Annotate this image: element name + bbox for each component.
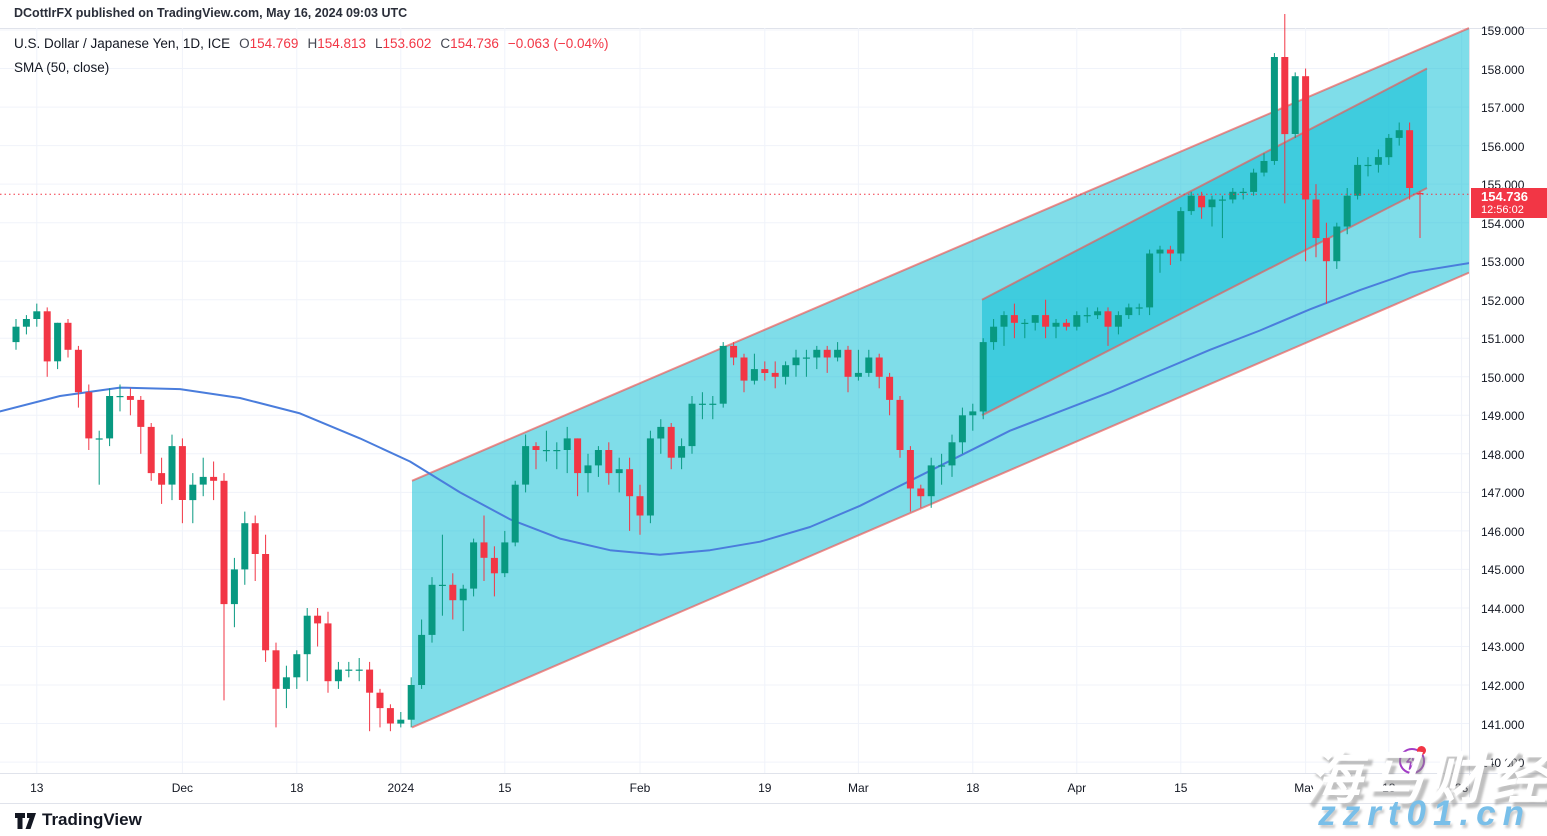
time-axis-label: 18 <box>966 781 980 795</box>
candlestick-chart[interactable] <box>0 0 1469 773</box>
price-axis-label: 147.000 <box>1481 486 1525 501</box>
price-axis-label: 154.000 <box>1481 216 1525 231</box>
price-axis-label: 152.000 <box>1481 293 1525 308</box>
tradingview-logo-icon[interactable] <box>14 811 38 831</box>
price-axis[interactable]: 154.736 12:56:02 159.000 158.000 157.000 15… <box>1469 24 1547 774</box>
close-label: C <box>440 36 451 51</box>
symbol-title[interactable]: U.S. Dollar / Japanese Yen, 1D, ICE <box>14 36 231 51</box>
bar-countdown: 12:56:02 <box>1481 204 1524 217</box>
open-label: O <box>239 36 250 51</box>
watermark-cn: 海马财经 <box>1302 746 1547 811</box>
time-axis-label: 18 <box>290 781 304 795</box>
time-axis-label: 15 <box>1174 781 1188 795</box>
change-value: −0.063 (−0.04%) <box>507 36 609 51</box>
price-axis-label: 142.000 <box>1481 679 1525 693</box>
time-axis-label: Apr <box>1067 781 1087 795</box>
inner-parallel-channel <box>981 67 1428 417</box>
time-axis-label: 15 <box>498 781 512 795</box>
price-axis-label: 144.000 <box>1481 601 1525 616</box>
lightning-bolt-icon <box>1406 752 1418 770</box>
open-value: 154.769 <box>249 36 299 51</box>
time-axis-label: 19 <box>758 781 772 795</box>
price-axis-label: 148.000 <box>1481 447 1525 462</box>
price-axis-label: 158.000 <box>1481 62 1525 77</box>
ohlc-values: O154.769 H154.813 L153.602 C154.736 −0.063 (… <box>230 36 608 51</box>
tradingview-brand[interactable]: TradingView <box>42 810 142 829</box>
price-axis-label: 140.000 <box>1481 756 1525 771</box>
footer-bar: TradingView <box>0 803 1547 836</box>
axis-corner <box>1469 773 1547 804</box>
high-label: H <box>307 36 318 51</box>
time-axis-label: 23 <box>1454 781 1469 795</box>
price-axis-label: 145.000 <box>1481 563 1525 578</box>
close-value: 154.736 <box>450 36 499 51</box>
reaction-button[interactable] <box>1399 746 1426 774</box>
price-axis-label: 149.000 <box>1481 409 1525 424</box>
time-axis-label: 13 <box>30 781 44 795</box>
watermark-url: zzrt01.cn <box>1318 794 1531 833</box>
chart-legend[interactable]: U.S. Dollar / Japanese Yen, 1D, ICE O154.… <box>14 33 608 81</box>
time-axis-label: 13 <box>1382 781 1396 795</box>
price-axis-label: 157.000 <box>1481 101 1525 116</box>
price-axis-label: 159.000 <box>1481 24 1525 38</box>
price-axis-label: 150.000 <box>1481 370 1525 385</box>
publisher-header: DCottlrFX published on TradingView.com, … <box>0 0 1547 29</box>
indicator-title[interactable]: SMA (50, close) <box>14 60 110 75</box>
price-axis-label: 143.000 <box>1481 640 1525 655</box>
price-axis-label: 156.000 <box>1481 139 1525 154</box>
price-axis-label: 141.000 <box>1481 717 1525 732</box>
time-axis-label: Mar <box>848 781 869 795</box>
sma-line <box>0 262 1469 556</box>
candles <box>12 14 1424 732</box>
time-axis-label: May <box>1294 781 1317 795</box>
price-axis-label: 153.000 <box>1481 255 1525 270</box>
price-badge: 154.736 12:56:02 <box>1471 188 1547 219</box>
time-axis[interactable]: 13 Dec 18 2024 15 Feb 19 Mar 18 Apr 15 May 13 23 <box>0 773 1469 804</box>
symbol-legend-row[interactable]: U.S. Dollar / Japanese Yen, 1D, ICE O154.… <box>14 33 608 57</box>
price-axis-label: 146.000 <box>1481 524 1525 539</box>
last-price: 154.736 <box>1481 189 1528 205</box>
indicator-legend-row[interactable]: SMA (50, close) <box>14 57 608 81</box>
time-axis-label: Dec <box>171 781 194 795</box>
time-axis-label: 2024 <box>387 781 415 795</box>
low-value: 153.602 <box>382 36 432 51</box>
low-label: L <box>375 36 383 51</box>
time-axis-label: Feb <box>629 781 651 795</box>
publisher-text: DCottlrFX published on TradingView.com, … <box>14 6 408 20</box>
high-value: 154.813 <box>317 36 367 51</box>
price-axis-label: 151.000 <box>1481 332 1525 347</box>
notification-dot <box>1417 746 1426 755</box>
